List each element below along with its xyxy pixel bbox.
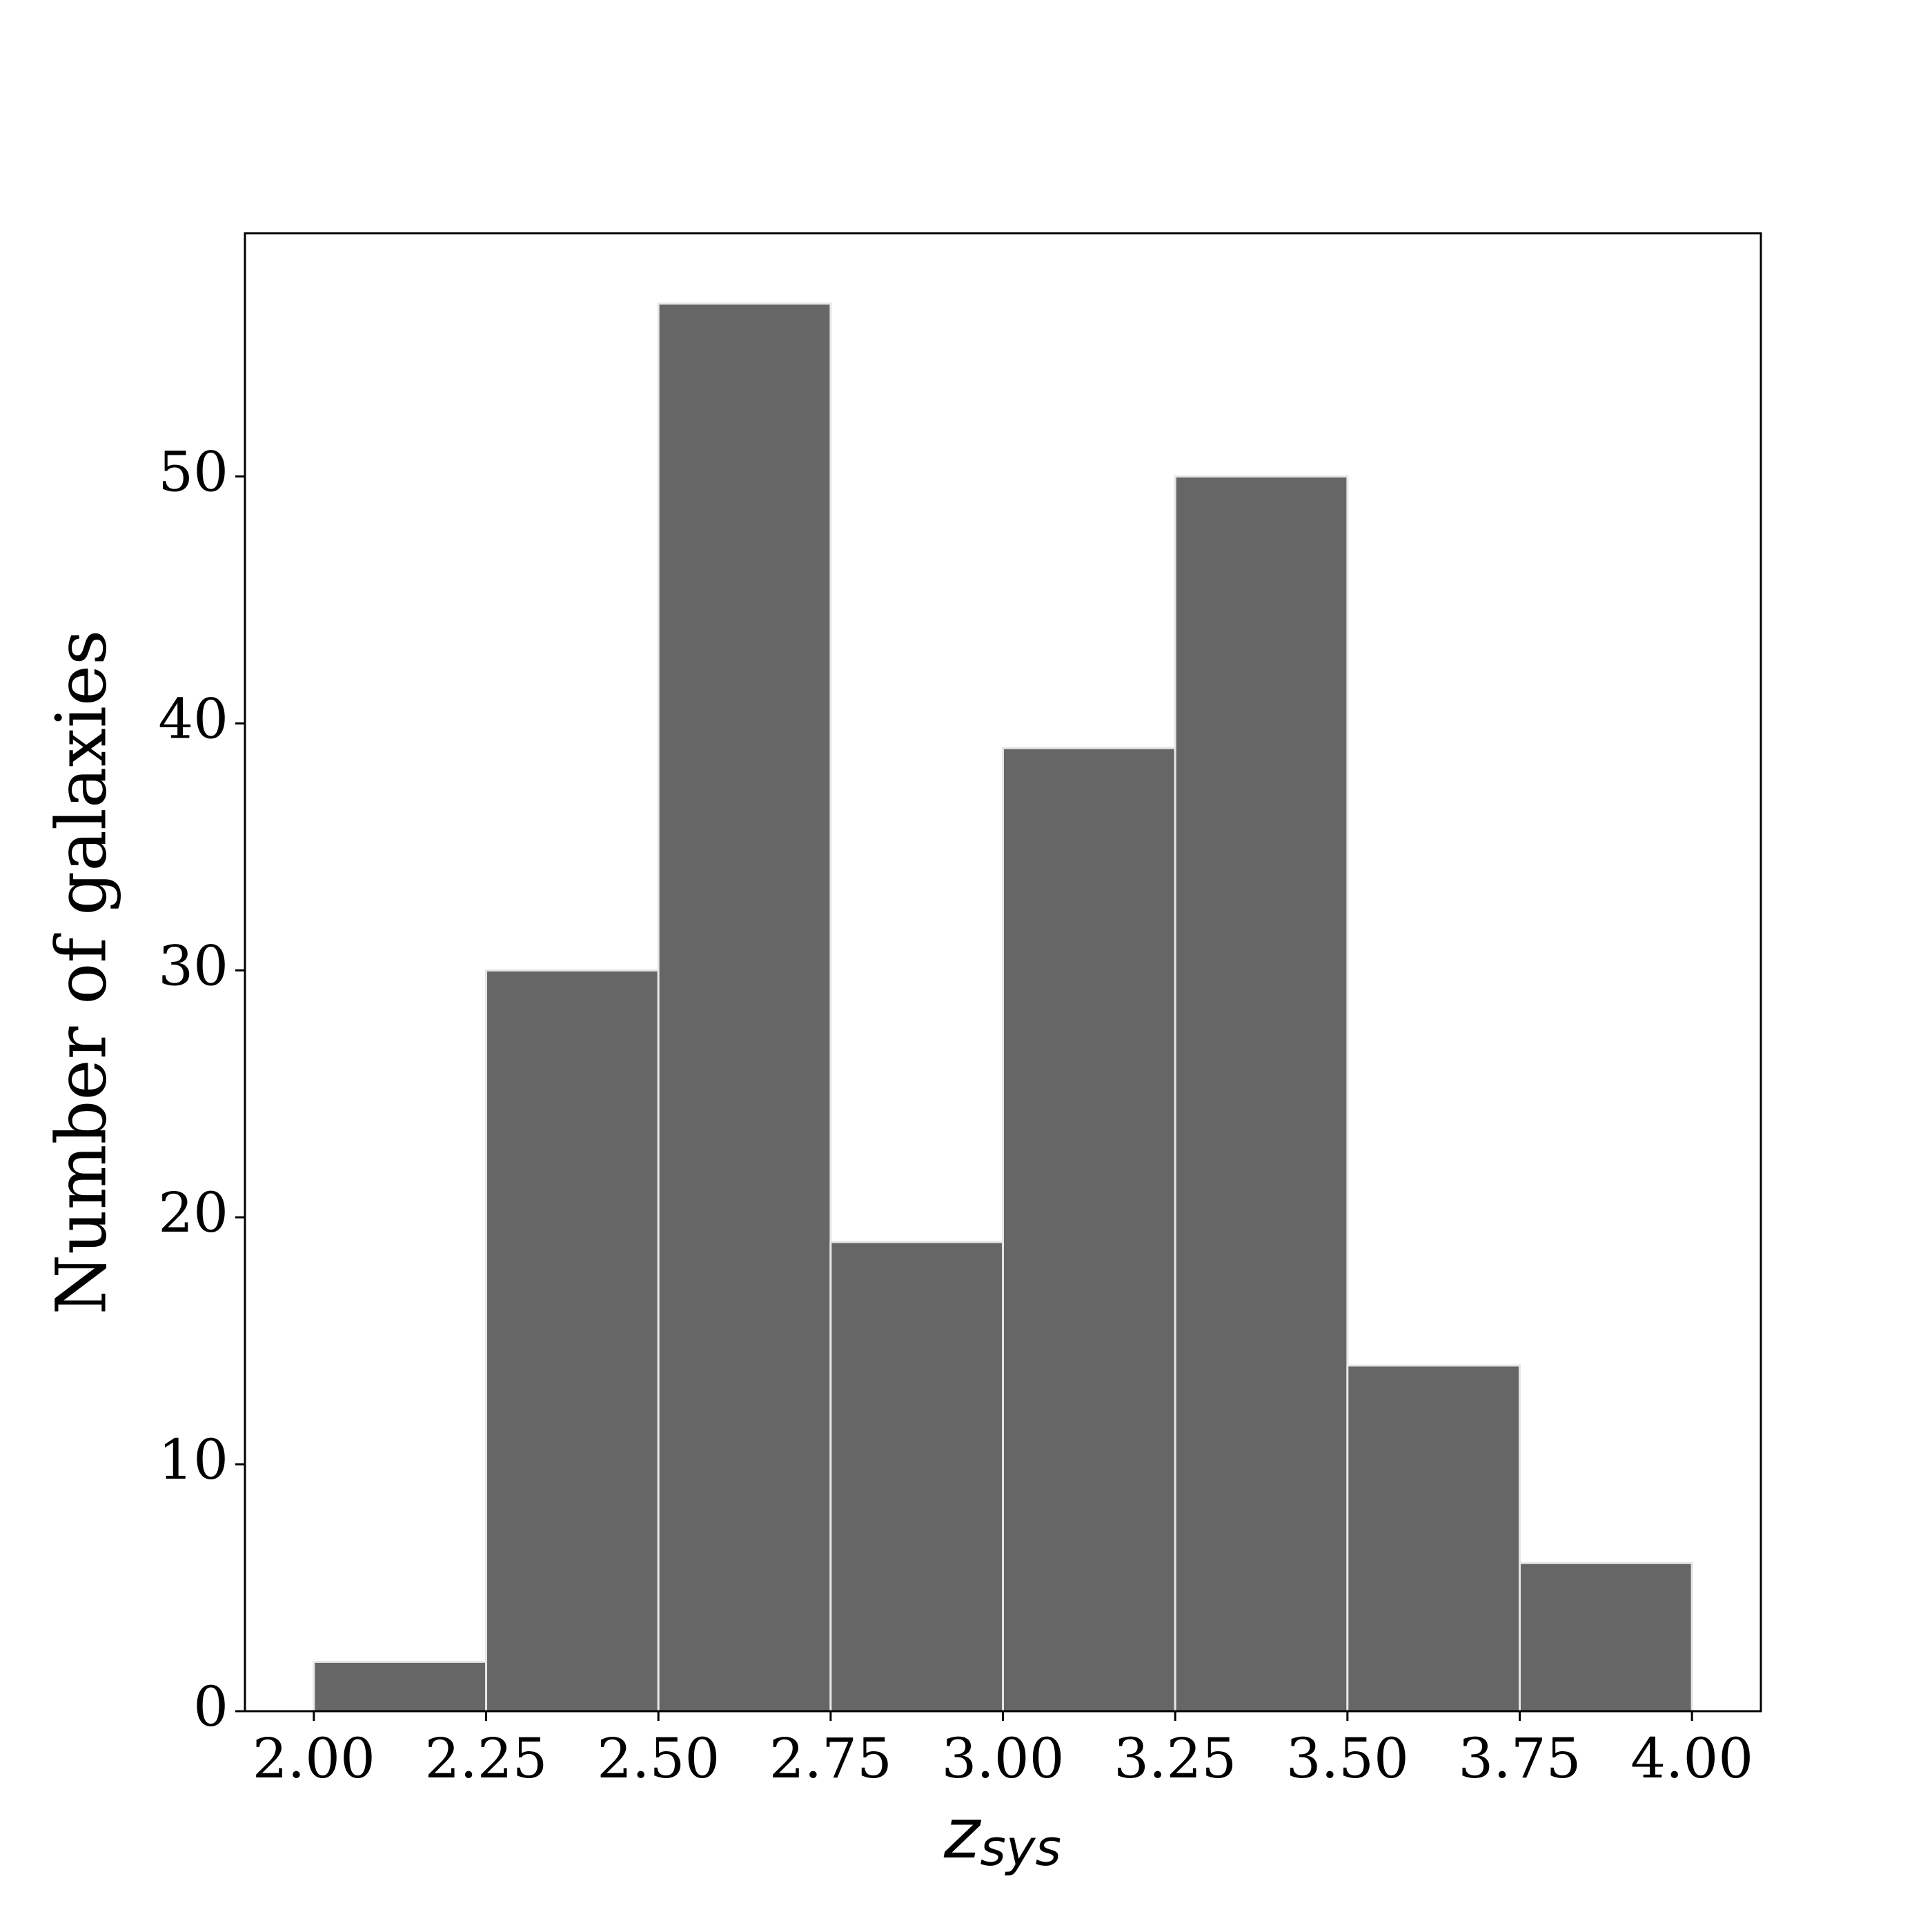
y-tick-label: 30 [158,934,228,998]
x-axis-label: zsys [943,1793,1061,1876]
y-tick-label: 20 [158,1181,228,1245]
x-axis-label-subscript: sys [980,1819,1061,1877]
y-tick-label: 50 [158,440,228,504]
y-tick-label: 10 [158,1428,228,1492]
x-tick-label: 3.50 [1286,1726,1409,1791]
x-tick-label: 3.75 [1458,1726,1581,1791]
x-tick-label: 2.50 [597,1726,720,1791]
bar [657,302,832,1713]
bar [313,1660,488,1713]
y-axis-label: Number of galaxies [41,630,122,1315]
x-tick-label: 3.25 [1114,1726,1236,1791]
bar [1002,747,1176,1713]
x-tick-label: 2.25 [424,1726,547,1791]
y-tick-label: 40 [158,687,228,751]
x-axis-label-main: z [943,1793,982,1874]
bar [485,969,660,1713]
x-tick-label: 2.75 [769,1726,892,1791]
x-tick-label: 2.00 [253,1726,375,1791]
bar [829,1241,1005,1713]
bar [1174,475,1349,1713]
x-tick-label: 3.00 [941,1726,1064,1791]
bar [1346,1364,1521,1713]
y-tick-label: 0 [193,1675,228,1739]
x-tick-label: 4.00 [1630,1726,1753,1791]
bar [1518,1561,1693,1713]
